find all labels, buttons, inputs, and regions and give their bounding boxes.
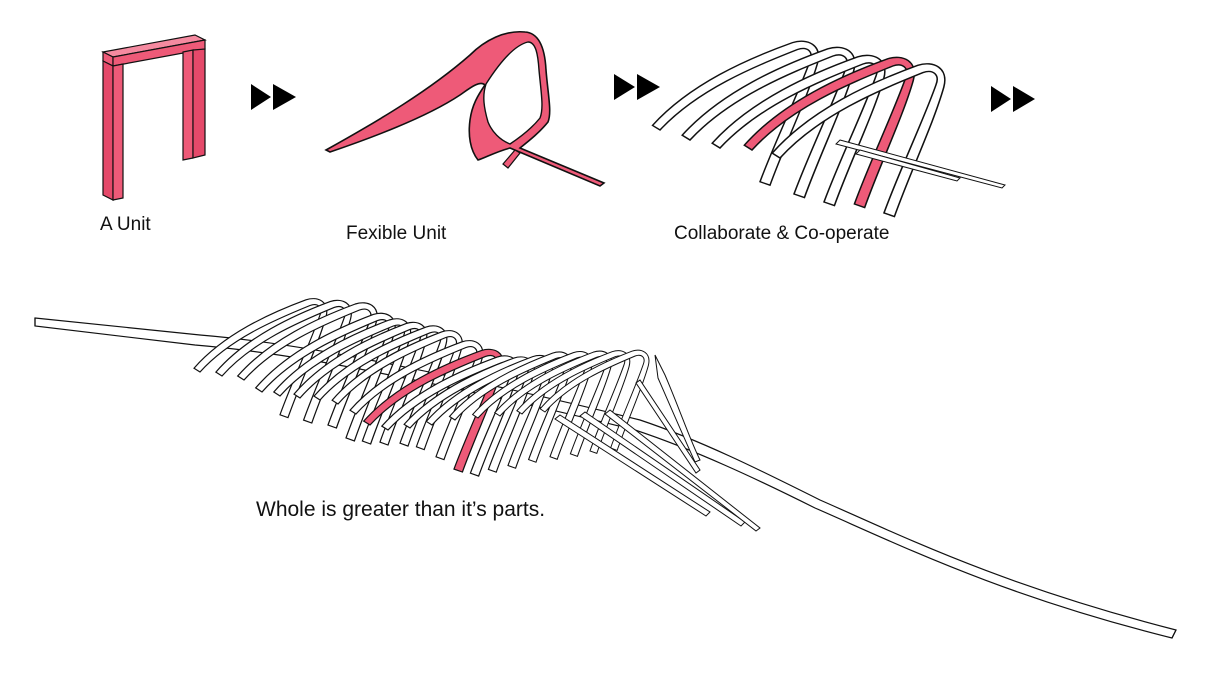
fast-forward-icon — [251, 84, 296, 110]
fast-forward-icon — [614, 74, 660, 100]
unit-frame-illustration — [101, 34, 207, 201]
flexible-unit-illustration — [324, 30, 606, 187]
whole-structure-illustration — [34, 298, 1177, 639]
fast-forward-icon — [991, 86, 1035, 112]
step-label-collaborate: Collaborate & Co-operate — [674, 223, 890, 244]
step-label-flexible: Fexible Unit — [346, 223, 447, 244]
caption: Whole is greater than it’s parts. — [256, 498, 546, 521]
step-label-unit: A Unit — [100, 214, 151, 235]
collaborate-illustration — [651, 40, 1006, 218]
